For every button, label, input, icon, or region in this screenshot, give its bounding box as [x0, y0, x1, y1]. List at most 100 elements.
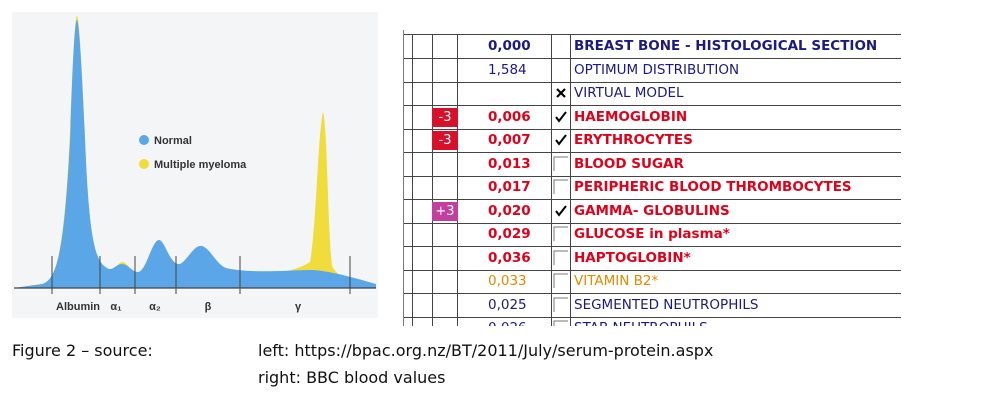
table-row: 0,029 GLUCOSE in plasma*: [404, 223, 901, 247]
label-cell: STAB NEUTROPHILS: [571, 317, 901, 326]
checkbox: [553, 273, 568, 288]
table-row: 0,000 BREAST BONE - HISTOLOGICAL SECTION: [404, 35, 901, 59]
label-cell: VIRTUAL MODEL: [574, 85, 684, 101]
caption-right: right: BBC blood values: [258, 368, 446, 387]
legend-label: Normal: [154, 135, 192, 147]
checkbox: [556, 88, 566, 98]
label-cell: GAMMA- GLOBULINS: [574, 202, 730, 219]
cell: [413, 176, 433, 199]
checkbox: [555, 110, 567, 123]
caption-left: left: https://bpac.org.nz/BT/2011/July/s…: [258, 341, 714, 360]
cell: [413, 317, 433, 326]
badge-cell: [433, 246, 458, 270]
checkbox: [553, 226, 568, 241]
label-cell: BREAST BONE - HISTOLOGICAL SECTION: [574, 38, 878, 54]
badge-cell: [433, 176, 458, 199]
axis-label: β: [205, 301, 212, 313]
cell: [413, 35, 433, 58]
badge-cell: [433, 223, 458, 246]
checkbox-cell: [552, 58, 571, 82]
checkbox: [555, 134, 567, 146]
cell: [404, 223, 413, 246]
label-cell: GLUCOSE in plasma*: [574, 226, 730, 242]
checkbox-cell: [552, 35, 571, 58]
cell: [404, 58, 413, 82]
checkbox-cell: [552, 270, 571, 293]
cell: [413, 293, 433, 317]
value-cell: 0,017: [458, 176, 552, 199]
table-row: 0,026 STAB NEUTROPHILS: [404, 317, 901, 326]
cell: [404, 35, 413, 58]
value-cell: 0,033: [458, 270, 552, 293]
electrophoresis-figure: Normal Multiple myeloma Albumin α₁ α₂ β …: [12, 12, 378, 318]
badge-cell: [433, 152, 458, 176]
table-row: 0,013 BLOOD SUGAR: [404, 152, 901, 177]
checkbox: [553, 297, 568, 312]
checkbox: [553, 320, 568, 326]
checkbox: [553, 156, 568, 171]
checkbox-cell: [552, 152, 571, 176]
cell: [404, 293, 413, 317]
cell: [404, 199, 413, 223]
cell: [413, 270, 433, 293]
cell: [404, 317, 413, 326]
label-cell: HAEMOGLOBIN: [574, 108, 688, 125]
axis-label: γ: [295, 301, 302, 313]
table-row: VIRTUAL MODEL: [404, 82, 901, 106]
axis-label: Albumin: [56, 301, 100, 313]
table-row: -3 0,006 HAEMOGLOBIN: [404, 105, 901, 130]
checkbox: [555, 204, 567, 217]
label-cell: HAPTOGLOBIN*: [574, 249, 691, 266]
checkbox-cell: [552, 105, 571, 129]
cell: [404, 270, 413, 293]
cell: [404, 105, 413, 129]
cell: [413, 246, 433, 270]
badge: -3: [432, 107, 458, 127]
axis-label: α₂: [149, 301, 161, 313]
legend-label: Multiple myeloma: [154, 159, 247, 171]
cell: [413, 199, 433, 223]
badge-cell: [433, 35, 458, 58]
table-row: 0,025 SEGMENTED NEUTROPHILS: [404, 293, 901, 318]
legend-swatch: [139, 159, 149, 169]
label-cell: OPTIMUM DISTRIBUTION: [574, 61, 740, 78]
value-cell: 0,025: [458, 293, 552, 317]
value-cell: [458, 82, 552, 105]
table-row: 1,584 OPTIMUM DISTRIBUTION: [404, 58, 901, 83]
value-cell: 0,006: [458, 105, 552, 129]
table-row: +3 0,020 GAMMA- GLOBULINS: [404, 199, 901, 224]
cell: [413, 105, 433, 129]
value-cell: 0,029: [458, 223, 552, 246]
label-cell: BLOOD SUGAR: [574, 155, 684, 172]
badge-cell: [433, 317, 458, 326]
separators: [51, 256, 351, 294]
checkbox-cell: [552, 246, 571, 270]
value-cell: 1,584: [458, 58, 552, 82]
label-cell: VITAMIN B2*: [574, 273, 659, 289]
badge: +3: [432, 201, 458, 221]
value-cell: 0,036: [458, 246, 552, 270]
cell: [404, 82, 413, 105]
checkbox-cell: [552, 293, 571, 317]
checkbox-cell: [552, 317, 571, 326]
cell: [413, 82, 433, 105]
checkbox: [553, 250, 568, 265]
label-cell: SEGMENTED NEUTROPHILS: [574, 296, 759, 313]
cell: [413, 223, 433, 246]
value-cell: 0,000: [458, 35, 552, 58]
checkbox-cell: [552, 199, 571, 223]
cell: [413, 152, 433, 176]
value-cell: 0,013: [458, 152, 552, 176]
cell: [404, 176, 413, 199]
label-cell: PERIPHERIC BLOOD THROMBOCYTES: [574, 179, 852, 195]
badge-cell: [433, 270, 458, 293]
checkbox-cell: [552, 82, 571, 105]
table-top-border: [404, 34, 901, 35]
table-row: 0,033 VITAMIN B2*: [404, 270, 901, 294]
badge-cell: -3: [432, 129, 458, 152]
cell: [404, 129, 413, 152]
badge-cell: [433, 293, 458, 317]
badge: -3: [432, 131, 458, 150]
cell: [413, 58, 433, 82]
